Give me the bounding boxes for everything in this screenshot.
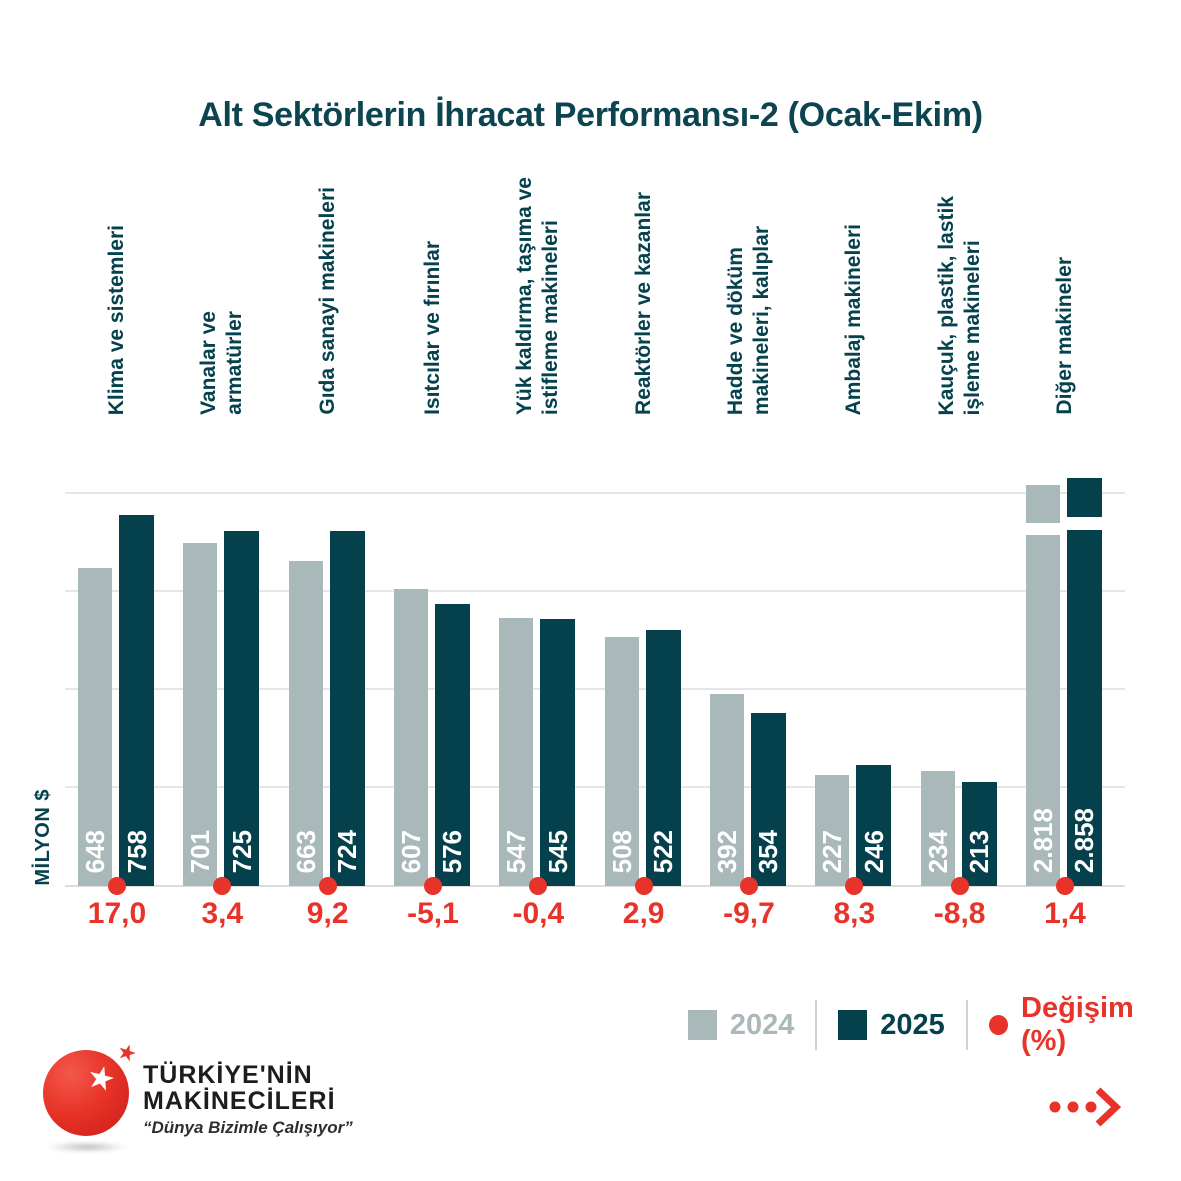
- change-dot-icon: [739, 877, 758, 895]
- bar-2024: [78, 568, 112, 886]
- logo-red-sphere-icon: [43, 1050, 129, 1136]
- change-value: 2,9: [622, 897, 665, 930]
- change-dot-icon: [213, 877, 232, 895]
- bar-2024: [815, 775, 850, 886]
- change-dot-icon: [318, 877, 337, 895]
- change-value: 1,4: [1044, 897, 1086, 930]
- logo-name-line2: MAKİNECİLERİ: [143, 1087, 336, 1115]
- gridline-600: [65, 590, 1125, 592]
- change-value: -0,4: [512, 897, 565, 930]
- bar-value-label-2025: 545: [542, 829, 573, 873]
- bar-2025: [434, 604, 470, 886]
- bar-2025: [750, 713, 786, 886]
- category-label: Diğer makineler: [1052, 257, 1076, 415]
- gridline-400: [65, 688, 1125, 690]
- change-value: 3,4: [201, 897, 244, 930]
- change-dot-icon: [634, 877, 653, 895]
- legend-change-dot-icon: [988, 1015, 1008, 1035]
- x-axis-baseline: [65, 885, 1125, 887]
- bar-2025: [1066, 478, 1102, 886]
- change-value: -5,1: [407, 897, 459, 930]
- bar-value-label-2025: 724: [332, 829, 363, 873]
- bar-value-label-2025: 576: [437, 829, 468, 873]
- bar-value-label-2024: 607: [395, 829, 426, 873]
- bar-value-label-2024: 508: [606, 829, 637, 873]
- category-label: Yük kaldırma, taşıma ve istifleme makine…: [513, 176, 563, 415]
- gridline-800: [65, 492, 1125, 494]
- bar-2024: [393, 589, 428, 886]
- bar-break: [1025, 523, 1060, 535]
- category-label: Klima ve sistemleri: [105, 224, 128, 415]
- y-axis-label: MİLYON $: [32, 789, 54, 886]
- bar-2024: [604, 637, 639, 886]
- change-dot-icon: [845, 877, 864, 895]
- bar-value-label-2024: 663: [290, 829, 321, 873]
- bar-value-label-2024: 227: [817, 829, 848, 873]
- change-value: -8,8: [933, 897, 986, 930]
- bar-value-label-2025: 213: [964, 829, 995, 873]
- bar-value-label-2025: 246: [858, 829, 889, 873]
- category-label: Reaktörler ve kazanlar: [631, 192, 655, 415]
- change-dot-icon: [950, 877, 969, 895]
- change-value: -9,7: [723, 897, 775, 930]
- legend-label-2025: 2025: [880, 1008, 945, 1041]
- change-dot-icon: [423, 877, 442, 895]
- bar-value-label-2024: 547: [501, 829, 532, 873]
- category-label: Isıtcılar ve fırınlar: [420, 241, 444, 415]
- change-value: 8,3: [833, 897, 876, 930]
- legend-swatch-2025: [838, 1010, 868, 1040]
- bar-value-label-2025: 725: [226, 829, 257, 873]
- bar-value-label-2024: 392: [711, 829, 742, 873]
- gridline-200: [65, 786, 1125, 788]
- category-label: Ambalaj makineleri: [842, 223, 866, 415]
- legend-divider: [965, 1000, 968, 1050]
- legend-swatch-2024: [688, 1010, 717, 1040]
- bar-2025: [961, 782, 997, 886]
- bar-2025: [540, 619, 576, 886]
- chart-title: Alt Sektörlerin İhracat Performansı-2 (O…: [198, 96, 983, 134]
- bar-value-label-2024: 2.818: [1027, 807, 1058, 873]
- bar-value-label-2024: 234: [922, 829, 953, 873]
- bar-value-label-2025: 2.858: [1069, 807, 1100, 873]
- logo-tagline: “Dünya Bizimle Çalışıyor”: [143, 1118, 353, 1137]
- logo-name-line1: TÜRKİYE'NİN: [143, 1061, 313, 1089]
- bar-2025: [329, 531, 365, 886]
- category-label: Vanalar ve armatürler: [197, 311, 247, 415]
- bar-2025: [645, 630, 681, 886]
- bar-value-label-2025: 758: [121, 829, 152, 873]
- bar-2024: [1025, 485, 1060, 886]
- bar-2025: [119, 515, 154, 886]
- bar-2025: [224, 531, 260, 886]
- change-dot-icon: [108, 877, 126, 895]
- category-label: Kauçuk, plastik, lastik işleme makineler…: [934, 195, 984, 415]
- category-label: Hadde ve döküm makineleri, kalıplar: [723, 225, 773, 415]
- legend: 2024 2025 Değişim (%): [688, 992, 1181, 1057]
- bar-2024: [499, 618, 534, 886]
- change-dot-icon: [529, 877, 548, 895]
- bar-value-label-2024: 648: [80, 829, 110, 873]
- bar-break: [1066, 517, 1102, 530]
- category-label: Gıda sanayi makineleri: [315, 187, 339, 415]
- logo-shadow: [46, 1142, 128, 1152]
- legend-label-change: Değişim (%): [1021, 992, 1134, 1057]
- bar-value-label-2024: 701: [185, 829, 216, 873]
- change-value: 9,2: [306, 897, 349, 930]
- logo-red-star-icon: ★: [113, 1037, 141, 1068]
- bar-value-label-2025: 354: [753, 829, 784, 873]
- change-dot-icon: [1055, 877, 1074, 895]
- dots-arrow-icon: [1049, 1087, 1122, 1127]
- bar-2024: [183, 543, 218, 886]
- bar-2024: [288, 561, 323, 886]
- bar-2025: [856, 765, 892, 886]
- logo-text: TÜRKİYE'NİN MAKİNECİLERİ “Dünya Bizimle …: [143, 1062, 403, 1138]
- legend-label-2024: 2024: [729, 1008, 795, 1041]
- bar-value-label-2025: 522: [648, 829, 679, 873]
- bar-2024: [920, 771, 955, 886]
- change-value: 17,0: [87, 897, 147, 930]
- bar-2024: [709, 694, 744, 886]
- legend-divider: [815, 1000, 818, 1050]
